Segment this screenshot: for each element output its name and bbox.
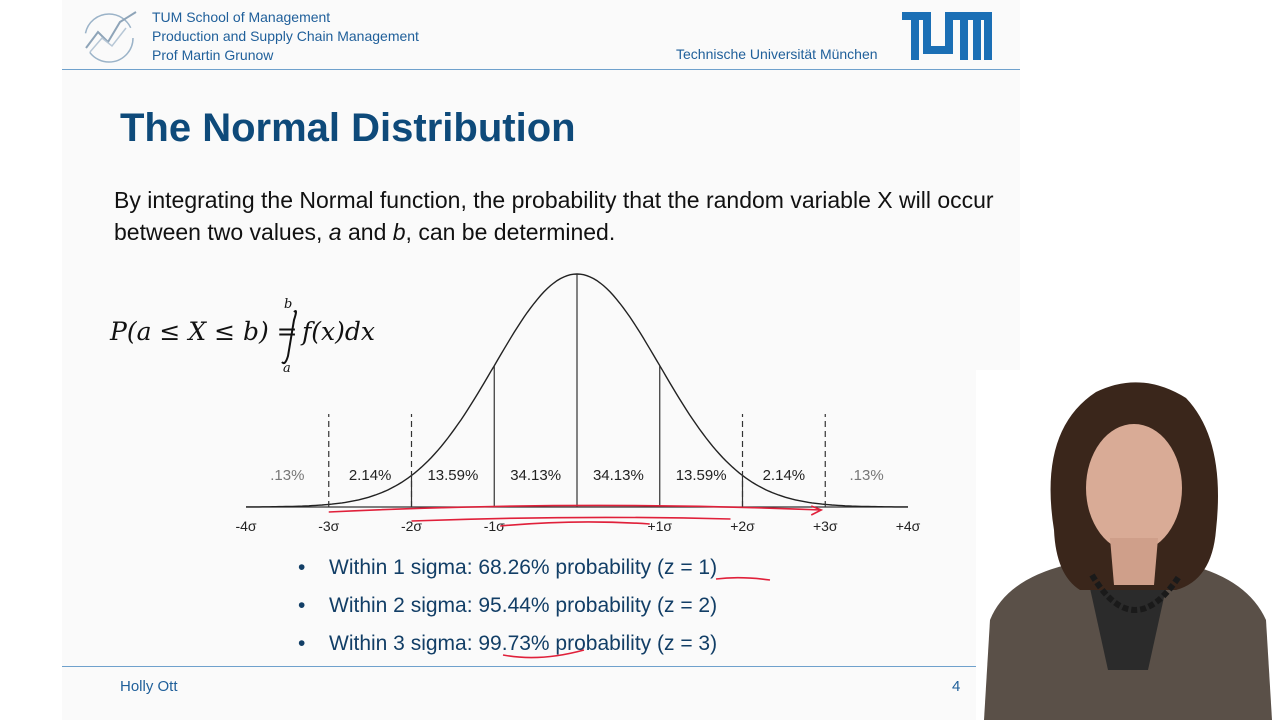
intro-text-and: and xyxy=(341,219,393,245)
formula-integrand: f(x)dx xyxy=(300,317,375,346)
intro-text-start: By integrating the Normal function, the … xyxy=(114,187,994,245)
red-arrow-1-sigma xyxy=(500,521,650,527)
x-tick-label: +1σ xyxy=(647,518,672,534)
bullet-1-sigma: • Within 1 sigma: 68.26% probability (z =… xyxy=(298,552,717,590)
region-percent-label: .13% xyxy=(270,467,304,484)
bullet-2-sigma: • Within 2 sigma: 95.44% probability (z =… xyxy=(298,590,717,628)
region-percent-label: 13.59% xyxy=(427,467,478,484)
formula-upper-limit: b xyxy=(284,297,292,312)
region-percent-label: 34.13% xyxy=(510,467,561,484)
bullet-dot-icon: • xyxy=(298,632,306,655)
x-tick-label: +2σ xyxy=(730,518,755,534)
probability-formula: P(a ≤ X ≤ b) = b a f(x)dx xyxy=(109,297,375,376)
tum-logo-icon xyxy=(902,12,992,60)
bullet-3-sigma-text: Within 3 sigma: 99.73% probability (z = … xyxy=(329,632,718,655)
region-percent-label: 2.14% xyxy=(763,467,806,484)
school-logo-icon xyxy=(84,11,137,63)
region-percent-label: 34.13% xyxy=(593,467,644,484)
x-tick-label: -1σ xyxy=(484,518,505,534)
presenter-shirt xyxy=(1086,570,1170,670)
bullet-1-sigma-text: Within 1 sigma: 68.26% probability (z = … xyxy=(329,556,718,579)
x-tick-label: -2σ xyxy=(401,518,422,534)
region-percent-label: 13.59% xyxy=(676,467,727,484)
bullet-2-sigma-text: Within 2 sigma: 95.44% probability (z = … xyxy=(329,594,718,617)
region-percent-label: 2.14% xyxy=(349,467,392,484)
x-tick-label: +3σ xyxy=(813,518,838,534)
header-divider xyxy=(62,69,1020,70)
x-tick-label: +4σ xyxy=(896,518,921,534)
presenter-necklace xyxy=(1089,573,1183,613)
org-line-professor: Prof Martin Grunow xyxy=(152,47,274,63)
presenter-video xyxy=(976,370,1280,720)
page-number: 4 xyxy=(952,678,961,695)
red-arrow-2-sigma xyxy=(411,516,731,522)
org-lines: TUM School of Management Production and … xyxy=(152,8,419,65)
red-arrowhead-icon xyxy=(810,505,824,516)
slide-canvas xyxy=(62,0,1020,720)
bullet-dot-icon: • xyxy=(298,594,306,617)
presenter-neck xyxy=(1110,538,1158,585)
formula-lower-limit: a xyxy=(283,361,291,376)
x-tick-label: -3σ xyxy=(318,518,339,534)
x-tick-label: -4σ xyxy=(236,518,257,534)
presenter-name: Holly Ott xyxy=(120,678,178,695)
sigma-bullet-list: • Within 1 sigma: 68.26% probability (z =… xyxy=(298,552,717,666)
bullet-dot-icon: • xyxy=(298,556,306,579)
bullet-3-sigma: • Within 3 sigma: 99.73% probability (z =… xyxy=(298,628,717,666)
red-arrow-3-sigma xyxy=(328,504,822,513)
intro-text: By integrating the Normal function, the … xyxy=(114,184,994,248)
intro-var-b: b xyxy=(392,219,406,245)
footer-divider xyxy=(62,666,982,667)
integral-sign-icon xyxy=(281,310,297,365)
intro-text-end: , can be determined. xyxy=(405,219,616,245)
region-percent-label: .13% xyxy=(850,467,884,484)
org-line-chair: Production and Supply Chain Management xyxy=(152,28,419,44)
university-name: Technische Universität München xyxy=(676,46,878,62)
formula-lhs: P(a ≤ X ≤ b) = xyxy=(109,317,298,346)
slide-title: The Normal Distribution xyxy=(120,106,576,150)
org-line-school: TUM School of Management xyxy=(152,9,331,25)
presenter-face xyxy=(1086,424,1182,552)
normal-distribution-chart: .13% 2.14% 13.59% 34.13% 34.13% 13.59% 2.14% .1… xyxy=(236,273,921,534)
intro-var-a: a xyxy=(328,219,342,245)
